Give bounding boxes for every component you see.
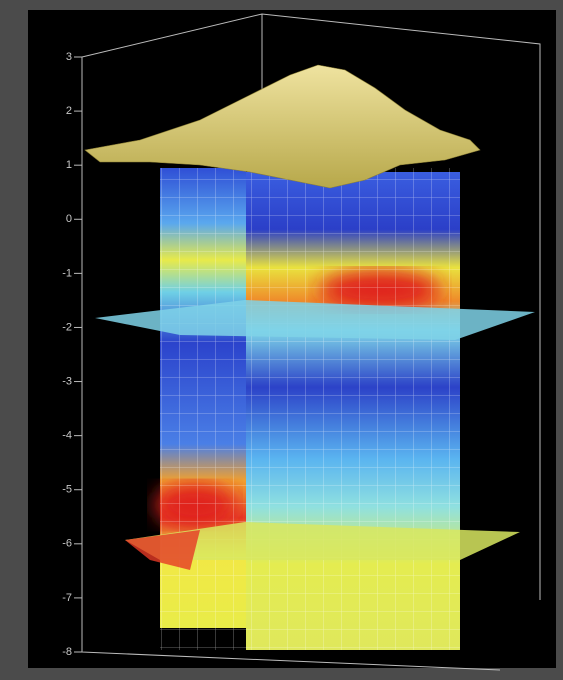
y-tick-label: -8	[62, 646, 72, 658]
y-tick-label: -1	[62, 267, 72, 279]
y-tick-label: 3	[66, 51, 72, 63]
y-tick-label: -2	[62, 321, 72, 333]
y-tick-label: 0	[66, 213, 72, 225]
y-tick-label: 1	[66, 159, 72, 171]
anomaly	[125, 530, 200, 570]
y-tick-label: -7	[62, 592, 72, 604]
y-tick-label: -6	[62, 538, 72, 550]
slice-grid	[160, 168, 460, 650]
y-tick-label: -3	[62, 375, 72, 387]
volcano-surface	[84, 64, 481, 189]
horizontal-slice	[125, 522, 520, 560]
bounding-box	[81, 13, 541, 671]
horizontal-slice	[95, 300, 535, 340]
y-tick-label: -4	[62, 430, 72, 442]
y-tick-label: -5	[62, 484, 72, 496]
y-tick-label: 2	[66, 105, 72, 117]
